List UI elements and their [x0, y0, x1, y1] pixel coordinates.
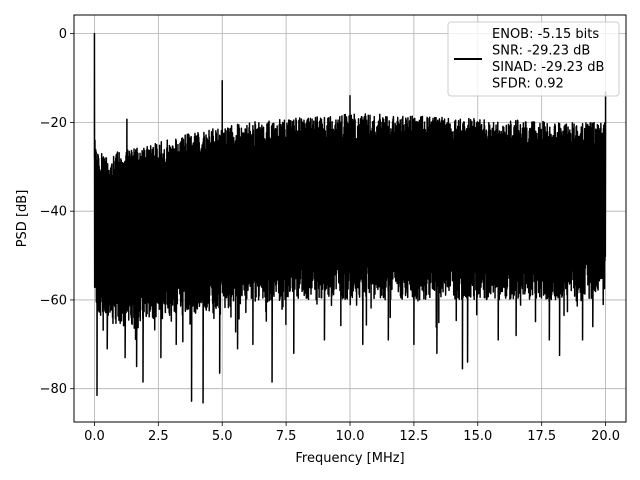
x-axis-label: Frequency [MHz]: [295, 451, 404, 466]
y-tick-label: 0: [59, 27, 67, 42]
x-tick-label: 2.5: [148, 429, 169, 444]
x-tick-label: 5.0: [212, 429, 233, 444]
legend-box: [447, 21, 620, 97]
legend: ENOB: -5.15 bits SNR: -29.23 dB SINAD: -…: [447, 21, 620, 97]
x-tick-label: 7.5: [276, 429, 297, 444]
legend-entry-sinad: SINAD: -29.23 dB: [492, 60, 604, 75]
x-tick-label: 12.5: [399, 429, 428, 444]
x-tick-label: 10.0: [336, 429, 365, 444]
x-tick-label: 15.0: [463, 429, 492, 444]
y-tick-label: −80: [40, 382, 67, 397]
y-axis-ticks: 0 −20 −40 −60 −80: [40, 27, 74, 397]
legend-entry-enob: ENOB: -5.15 bits: [492, 27, 599, 42]
legend-entry-sfdr: SFDR: 0.92: [492, 77, 564, 92]
y-tick-label: −40: [40, 205, 67, 220]
x-tick-label: 20.0: [591, 429, 620, 444]
y-tick-label: −60: [40, 293, 67, 308]
psd-series-line: [93, 32, 607, 404]
y-tick-label: −20: [40, 116, 67, 131]
legend-entry-snr: SNR: -29.23 dB: [492, 44, 590, 59]
x-tick-label: 0.0: [84, 429, 105, 444]
x-axis-ticks: 0.0 2.5 5.0 7.5 10.0 12.5 15.0 17.5 20.0: [84, 422, 620, 444]
plot-area: [93, 32, 607, 404]
y-axis-label: PSD [dB]: [15, 190, 30, 248]
x-tick-label: 17.5: [527, 429, 556, 444]
